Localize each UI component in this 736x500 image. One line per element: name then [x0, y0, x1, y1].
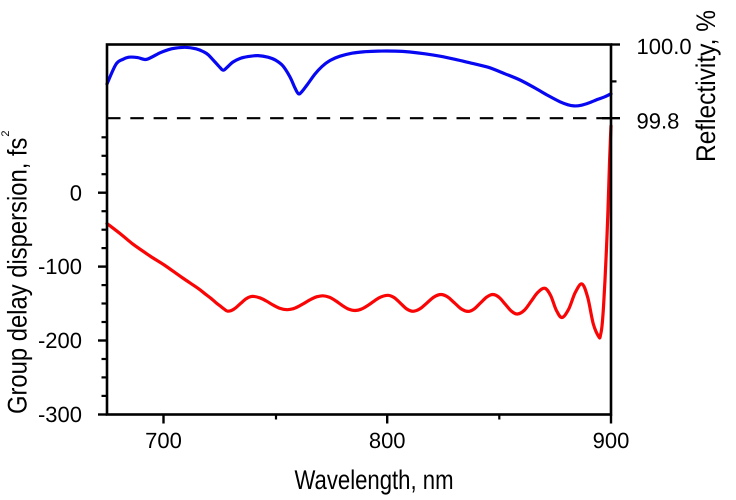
svg-text:-200: -200	[38, 328, 82, 353]
svg-text:-300: -300	[38, 402, 82, 427]
svg-text:700: 700	[145, 428, 182, 453]
svg-text:99.8: 99.8	[637, 109, 680, 134]
svg-text:0: 0	[70, 180, 82, 205]
svg-text:-100: -100	[38, 254, 82, 279]
svg-text:800: 800	[369, 428, 406, 453]
svg-text:Wavelength, nm: Wavelength, nm	[295, 465, 454, 495]
svg-text:Group delay dispersion, fs: Group delay dispersion, fs	[3, 138, 33, 415]
svg-text:2: 2	[0, 131, 12, 137]
svg-text:100.0: 100.0	[637, 34, 692, 59]
svg-text:900: 900	[593, 428, 630, 453]
svg-text:Reflectivity, %: Reflectivity, %	[691, 10, 721, 162]
